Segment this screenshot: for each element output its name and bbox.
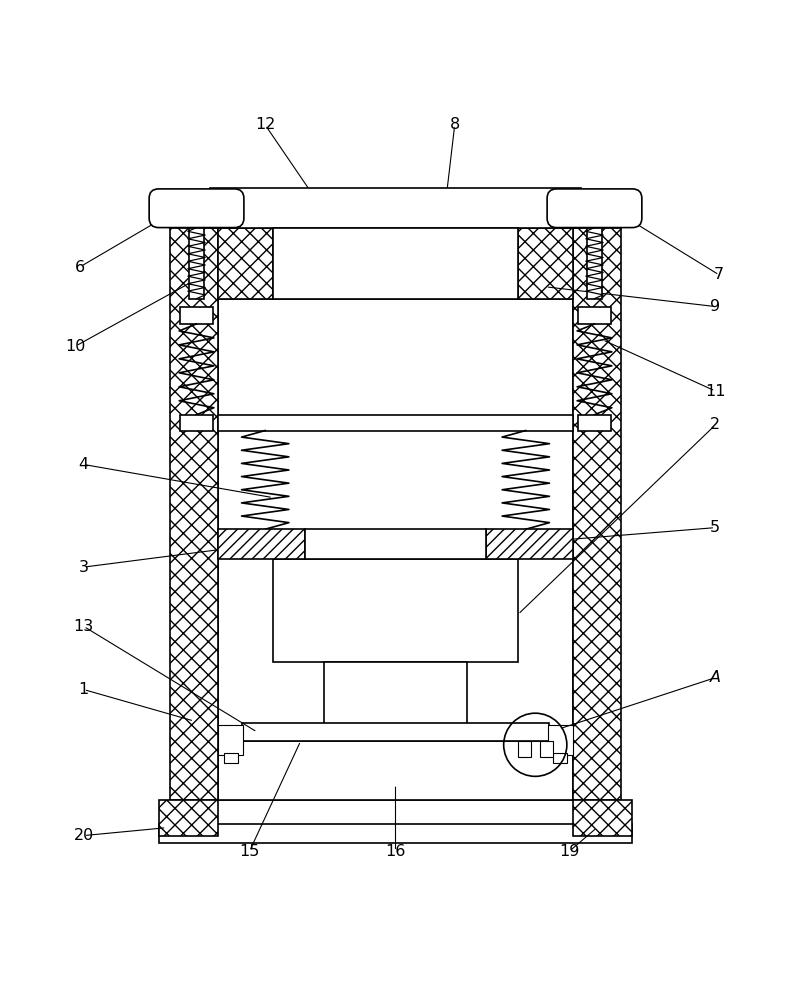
Text: 19: 19 (559, 844, 579, 859)
Bar (305, 529, 486, 559)
Bar (548, 725, 573, 755)
Text: 1: 1 (78, 682, 89, 697)
Bar (159, 824, 632, 843)
Text: 5: 5 (710, 520, 721, 535)
Bar (159, 800, 218, 836)
Bar (518, 741, 531, 757)
Text: 6: 6 (74, 260, 85, 275)
Text: 8: 8 (449, 117, 460, 132)
Bar (218, 529, 305, 559)
Bar (578, 415, 611, 431)
Bar (210, 188, 581, 228)
FancyBboxPatch shape (149, 189, 244, 228)
Bar (218, 415, 573, 431)
Bar (189, 228, 203, 299)
Bar (224, 753, 238, 763)
Bar (573, 228, 620, 800)
Text: 4: 4 (78, 457, 89, 472)
Text: 20: 20 (74, 828, 93, 843)
Bar (578, 307, 611, 324)
Text: 10: 10 (66, 339, 86, 354)
FancyBboxPatch shape (547, 189, 642, 228)
Bar (588, 228, 602, 299)
Bar (218, 725, 243, 755)
Text: 12: 12 (255, 117, 275, 132)
Text: 7: 7 (714, 267, 725, 282)
Text: 16: 16 (385, 844, 406, 859)
Bar (518, 228, 573, 299)
Text: 2: 2 (710, 417, 721, 432)
Text: 11: 11 (705, 384, 725, 399)
Bar (553, 753, 567, 763)
Bar (180, 415, 213, 431)
Bar (171, 228, 218, 800)
Bar (273, 228, 518, 299)
Bar (218, 228, 273, 299)
Text: 13: 13 (74, 619, 93, 634)
Bar (573, 800, 632, 836)
Bar (273, 559, 518, 662)
Bar (180, 307, 213, 324)
Bar (218, 299, 573, 800)
Text: 9: 9 (710, 299, 721, 314)
Bar (218, 741, 573, 800)
Bar (241, 723, 550, 741)
Text: 3: 3 (78, 560, 89, 575)
Bar (486, 529, 573, 559)
Text: A: A (710, 670, 721, 685)
Text: 15: 15 (239, 844, 259, 859)
Bar (324, 662, 467, 733)
Bar (540, 741, 553, 757)
